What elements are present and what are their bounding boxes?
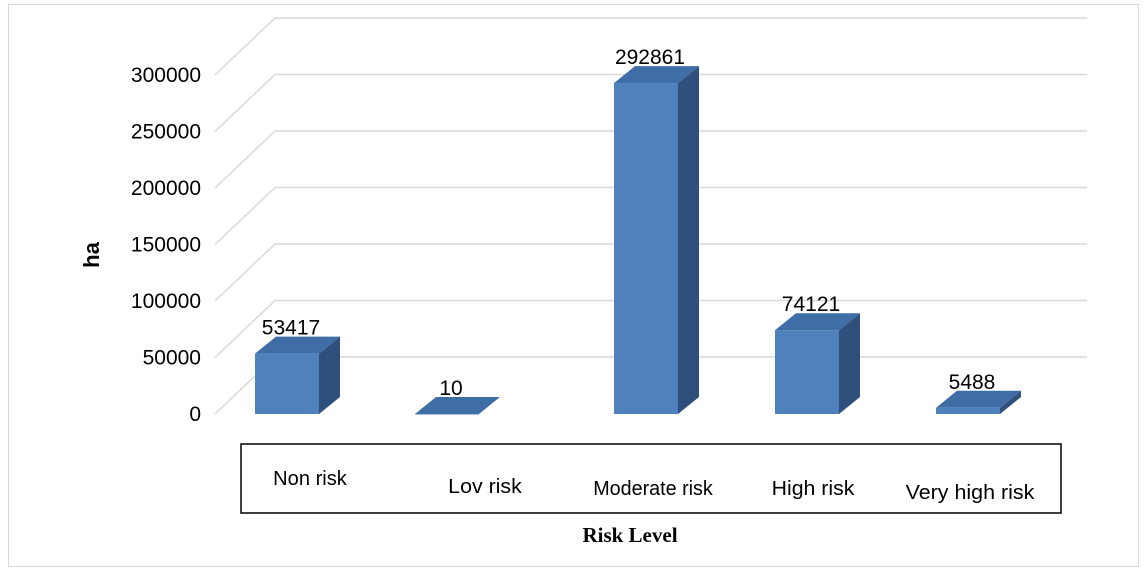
data-label: 74121 — [782, 293, 840, 316]
y-tick-label: 100000 — [131, 290, 201, 313]
bar-side — [678, 66, 699, 414]
bar-side — [1000, 390, 1021, 414]
category-axis-box — [240, 443, 1062, 514]
gridline-diagonal — [214, 17, 276, 76]
gridline-diagonal — [214, 73, 276, 133]
category-label: Moderate risk — [593, 478, 714, 500]
bar-front — [936, 407, 1000, 414]
bar-side — [479, 396, 500, 414]
y-tick-label: 300000 — [131, 64, 201, 87]
y-tick-label: 150000 — [131, 234, 201, 257]
category-label: Non risk — [273, 468, 348, 490]
chart-frame: 0 50000 100000 150000 200000 250000 300000 5341… — [8, 4, 1139, 567]
y-tick-label: 0 — [189, 403, 201, 426]
bar-front — [614, 83, 678, 414]
bar-top — [255, 336, 340, 354]
category-label: Very high risk — [906, 482, 1036, 504]
category-label: Lov risk — [448, 476, 523, 498]
gridline-diagonal — [214, 130, 276, 189]
bar-front — [255, 353, 319, 414]
data-label: 292861 — [615, 46, 685, 69]
bar-top — [775, 313, 860, 331]
bar-side — [319, 336, 340, 414]
y-tick-label: 250000 — [131, 121, 201, 144]
gridline-diagonal — [214, 243, 276, 302]
data-label: 10 — [439, 377, 462, 400]
gridline-diagonal — [214, 299, 276, 359]
x-axis-title: Risk Level — [582, 523, 677, 547]
category-label: High risk — [772, 478, 856, 500]
data-label: 5488 — [949, 371, 996, 394]
bar-front — [775, 330, 839, 414]
gridline-diagonal — [214, 186, 276, 246]
y-tick-label: 200000 — [131, 177, 201, 200]
bar-top — [415, 396, 500, 414]
y-tick-label: 50000 — [143, 347, 201, 370]
y-axis-title: ha — [79, 241, 104, 267]
bar-top — [614, 66, 699, 84]
data-label: 53417 — [262, 317, 320, 340]
bar-top — [936, 390, 1021, 408]
bar-front — [415, 413, 479, 415]
bar-chart: 0 50000 100000 150000 200000 250000 300000 5341… — [79, 17, 1087, 547]
bar-side — [839, 313, 860, 414]
